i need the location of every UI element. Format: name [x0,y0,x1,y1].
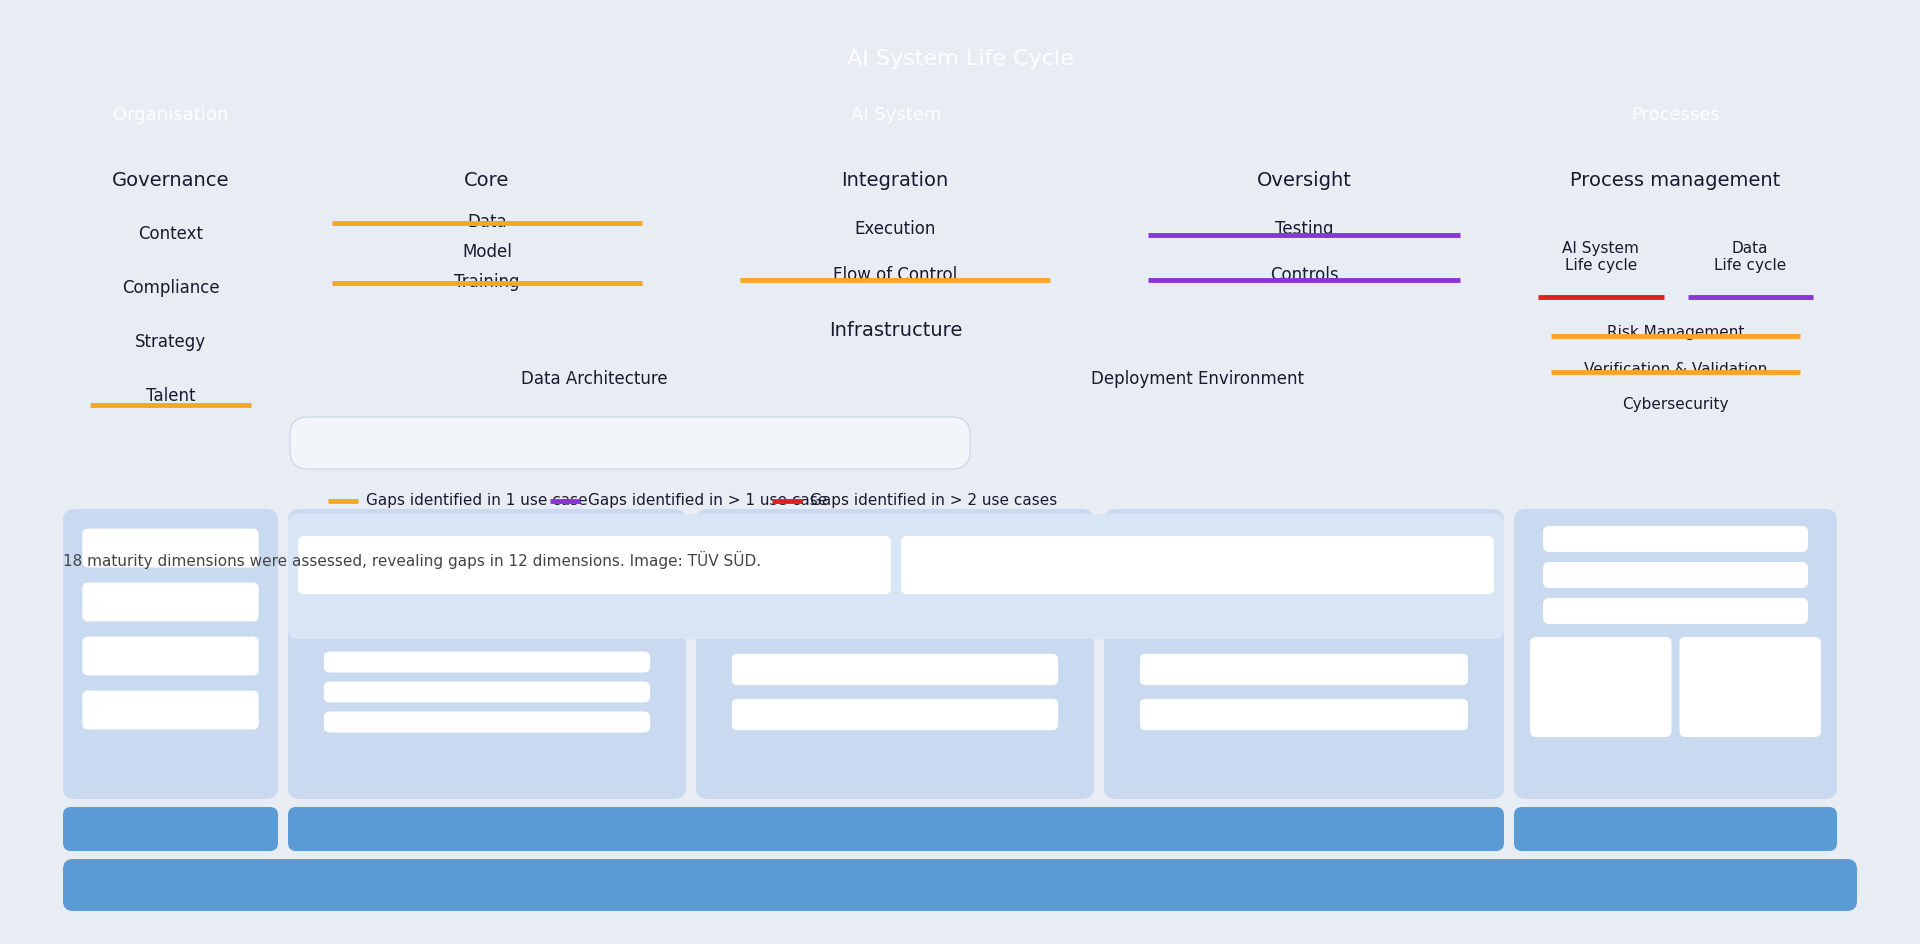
Text: 18 maturity dimensions were assessed, revealing gaps in 12 dimensions. Image: TÜ: 18 maturity dimensions were assessed, re… [63,551,760,569]
Text: Execution: Execution [854,221,935,239]
Text: Training: Training [455,273,520,291]
FancyBboxPatch shape [1140,654,1469,685]
Text: Data: Data [467,213,507,231]
Text: Organisation: Organisation [113,106,228,124]
FancyBboxPatch shape [1544,562,1809,588]
FancyBboxPatch shape [83,636,259,676]
FancyBboxPatch shape [288,807,1503,851]
Text: Processes: Processes [1632,106,1720,124]
FancyBboxPatch shape [1680,637,1820,737]
FancyBboxPatch shape [288,514,1503,639]
FancyBboxPatch shape [83,691,259,730]
Text: Flow of Control: Flow of Control [833,265,958,283]
FancyBboxPatch shape [63,509,278,799]
FancyBboxPatch shape [1544,526,1809,552]
Text: Gaps identified in 1 use case: Gaps identified in 1 use case [367,494,588,509]
Text: Compliance: Compliance [121,279,219,297]
FancyBboxPatch shape [732,699,1058,731]
Text: Infrastructure: Infrastructure [829,321,962,340]
Text: AI System
Life cycle: AI System Life cycle [1563,241,1640,273]
FancyBboxPatch shape [63,807,278,851]
Text: Cybersecurity: Cybersecurity [1622,397,1728,413]
Text: AI System Life Cycle: AI System Life Cycle [847,49,1073,69]
FancyBboxPatch shape [1544,598,1809,624]
FancyBboxPatch shape [324,682,651,702]
Text: Context: Context [138,225,204,243]
Text: Risk Management: Risk Management [1607,326,1743,341]
FancyBboxPatch shape [900,536,1494,594]
FancyBboxPatch shape [1515,509,1837,799]
FancyBboxPatch shape [298,536,891,594]
FancyBboxPatch shape [1530,637,1672,737]
FancyBboxPatch shape [1515,807,1837,851]
Text: Model: Model [463,243,513,261]
Text: Oversight: Oversight [1256,171,1352,190]
Text: Data Architecture: Data Architecture [520,370,668,388]
FancyBboxPatch shape [63,859,1857,911]
Text: Process management: Process management [1571,171,1780,190]
Text: Gaps identified in > 1 use case: Gaps identified in > 1 use case [588,494,828,509]
Text: Deployment Environment: Deployment Environment [1091,370,1304,388]
Text: Talent: Talent [146,387,196,405]
Text: Verification & Validation: Verification & Validation [1584,362,1766,377]
FancyBboxPatch shape [83,582,259,621]
Text: Strategy: Strategy [134,333,205,351]
FancyBboxPatch shape [1104,509,1503,799]
Text: AI System: AI System [851,106,941,124]
Text: Testing: Testing [1275,221,1332,239]
FancyBboxPatch shape [83,529,259,567]
Text: Controls: Controls [1269,265,1338,283]
FancyBboxPatch shape [1140,699,1469,731]
Text: Core: Core [465,171,509,190]
FancyBboxPatch shape [324,712,651,733]
Text: Gaps identified in > 2 use cases: Gaps identified in > 2 use cases [810,494,1058,509]
Text: Integration: Integration [841,171,948,190]
FancyBboxPatch shape [324,651,651,672]
FancyBboxPatch shape [732,654,1058,685]
Text: Data
Life cycle: Data Life cycle [1715,241,1786,273]
FancyBboxPatch shape [695,509,1094,799]
FancyBboxPatch shape [290,417,970,469]
FancyBboxPatch shape [288,509,685,799]
Text: Governance: Governance [111,171,228,190]
